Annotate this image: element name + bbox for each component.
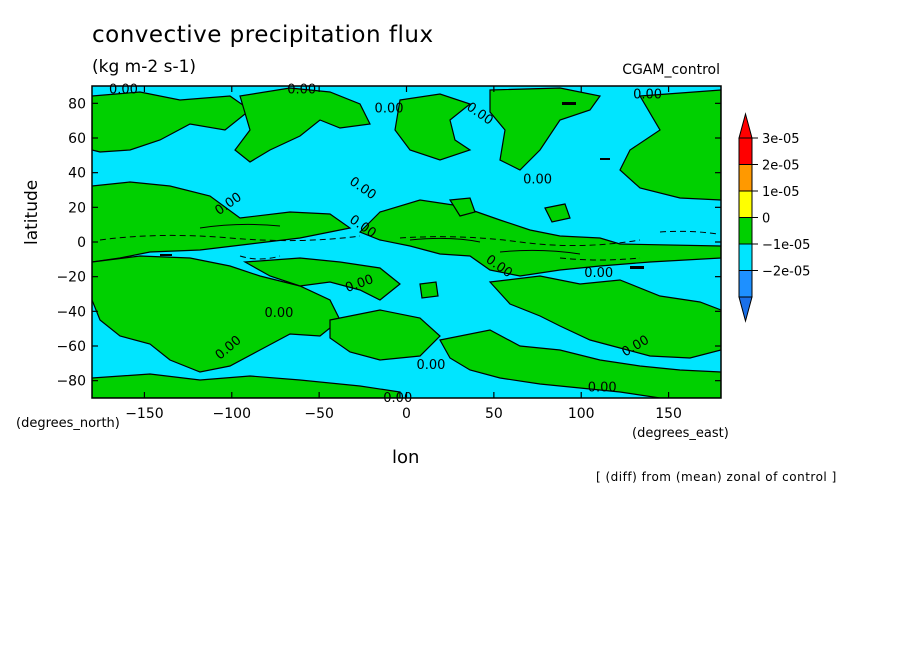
operation-note: [ (diff) from (mean) zonal of control ] — [596, 470, 837, 484]
colorbar-label: 2e-05 — [762, 159, 800, 174]
colorbar-segment — [738, 137, 753, 165]
colorbar-extend-max — [738, 112, 753, 139]
x-tick-label: 100 — [568, 406, 595, 422]
contour-label: 0.00 — [375, 102, 404, 117]
green-region — [92, 373, 401, 398]
green-region — [92, 91, 252, 153]
x-axis: −150 −100 −50 0 50 100 150 — [125, 86, 682, 422]
contour-label: 0.00 — [588, 381, 617, 396]
x-axis-label: lon — [392, 447, 420, 468]
colorbar-segment — [738, 243, 753, 271]
y-tick-label: 20 — [68, 200, 86, 216]
x-tick-label: 0 — [402, 406, 411, 422]
contour-label: 0.00 — [523, 173, 552, 188]
green-region — [242, 257, 401, 301]
green-region — [488, 275, 721, 359]
green-region — [394, 93, 472, 161]
green-region — [619, 89, 721, 201]
x-tick-label: 150 — [655, 406, 682, 422]
green-region — [92, 181, 352, 263]
green-region — [448, 197, 476, 217]
colorbar-label: 0 — [762, 212, 770, 227]
negative-contours — [99, 230, 719, 261]
colorbar-label: −1e-05 — [762, 238, 810, 253]
green-region — [358, 199, 721, 277]
colorbar-segment — [738, 217, 753, 245]
green-region — [419, 281, 439, 299]
green-region — [439, 329, 721, 398]
chart-title: convective precipitation flux — [92, 22, 434, 48]
contour-label: 0.00 — [416, 358, 445, 373]
colorbar-label: −2e-05 — [762, 265, 810, 280]
contour-label: 0.00 — [109, 82, 138, 97]
colorbar-label: 3e-05 — [762, 132, 800, 147]
y-axis: 80 60 40 20 0 −20 −40 −60 −80 — [56, 96, 721, 390]
colorbar-segment — [738, 270, 753, 298]
contour-label: 0.00 — [584, 266, 613, 281]
contour-fill-layer — [92, 87, 721, 398]
plot-area: 0.00 0.000.00 0.000.000.000.000.000.000.00… — [91, 82, 722, 406]
green-region — [544, 203, 571, 223]
colorbar-extend-min — [738, 296, 753, 323]
positive-contours — [199, 223, 581, 255]
run-label: CGAM_control — [622, 62, 720, 78]
y-tick-label: 40 — [68, 166, 86, 182]
contour-label: 0.00 — [264, 306, 293, 321]
colorbar-label: 1e-05 — [762, 185, 800, 200]
y-tick-label: −40 — [56, 304, 86, 320]
x-tick-label: −100 — [213, 406, 251, 422]
colorbar-segment — [738, 190, 753, 218]
y-tick-label: 60 — [68, 131, 86, 147]
contour-label: 0.00 — [633, 88, 662, 103]
small-contour-islands — [160, 102, 644, 269]
y-tick-label: 80 — [68, 96, 86, 112]
green-region — [92, 255, 341, 373]
y-tick-label: 0 — [77, 235, 86, 251]
x-tick-label: 50 — [485, 406, 503, 422]
x-units-label: (degrees_east) — [632, 426, 729, 441]
green-region — [489, 87, 602, 171]
x-tick-label: −150 — [125, 406, 163, 422]
x-tick-label: −50 — [304, 406, 334, 422]
green-region — [329, 309, 441, 361]
y-tick-label: −60 — [56, 339, 86, 355]
chart-units: (kg m-2 s-1) — [92, 57, 197, 77]
contour-label: 0.00 — [287, 82, 316, 97]
y-tick-label: −80 — [56, 374, 86, 390]
colorbar: 3e-05 2e-05 1e-05 0 −1e-05 −2e-05 — [738, 112, 810, 323]
green-region — [234, 87, 371, 163]
colorbar-segment — [738, 164, 753, 192]
y-tick-label: −20 — [56, 270, 86, 286]
y-units-label: (degrees_north) — [16, 416, 120, 431]
